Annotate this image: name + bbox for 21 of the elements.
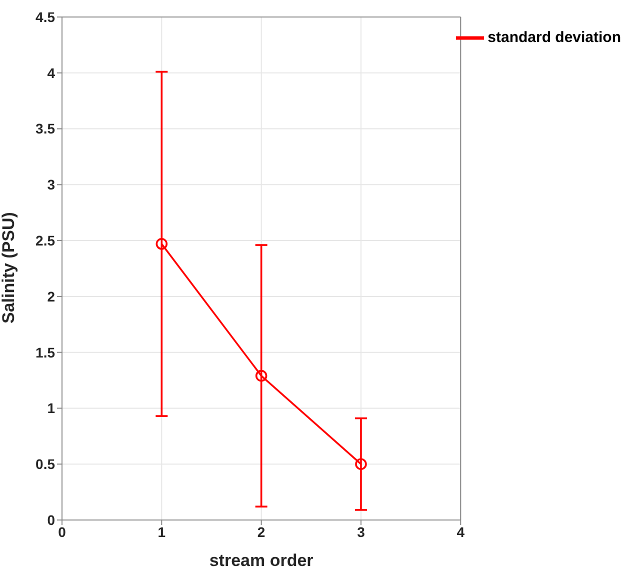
y-tick-label: 4.5	[36, 8, 56, 25]
y-axis-title: Salinity (PSU)	[0, 212, 18, 324]
y-tick-label: 2	[47, 288, 56, 304]
x-tick-label: 3	[357, 524, 366, 540]
y-tick-label: 1	[47, 400, 56, 416]
x-tick-label: 4	[456, 524, 465, 540]
y-tick-label: 2.5	[36, 232, 56, 249]
legend-label: standard deviation	[488, 28, 621, 46]
y-tick-label: 4	[47, 64, 56, 81]
x-tick-label: 2	[257, 524, 266, 540]
y-tick-label: 3	[47, 176, 56, 193]
x-tick-label: 0	[58, 524, 66, 540]
x-axis-title: stream order	[209, 551, 314, 570]
y-tick-label: 3.5	[36, 120, 56, 137]
x-tick-label: 1	[158, 524, 166, 540]
y-tick-label: 0	[47, 512, 56, 528]
y-tick-label: 1.5	[36, 344, 56, 360]
y-tick-label: 0.5	[36, 456, 56, 472]
point	[355, 458, 367, 470]
point	[156, 238, 168, 250]
point	[255, 370, 268, 382]
